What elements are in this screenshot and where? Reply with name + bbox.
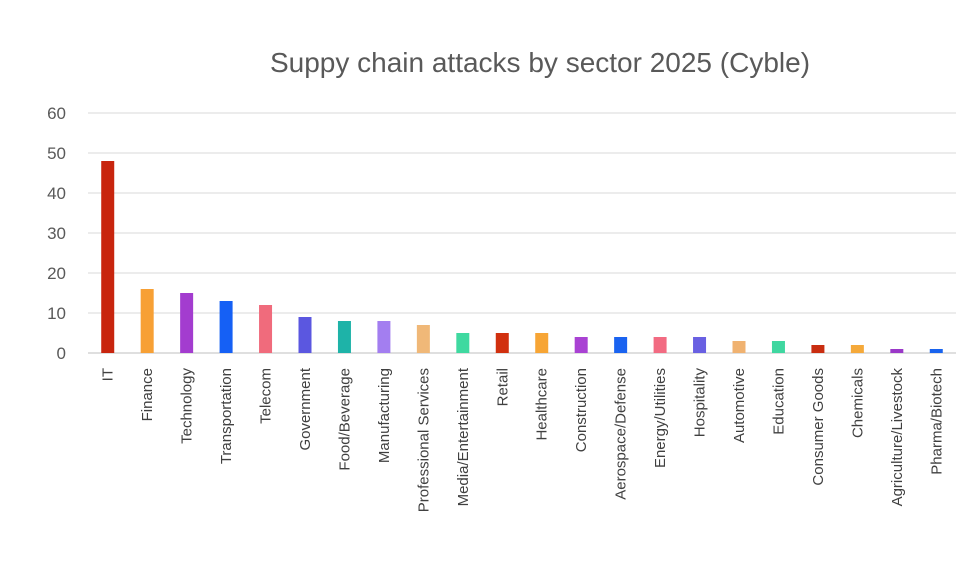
bar bbox=[337, 321, 351, 353]
bar bbox=[416, 325, 430, 353]
bar bbox=[101, 161, 115, 353]
x-category-label: Manufacturing bbox=[376, 368, 393, 463]
x-axis-labels: IT Finance Technology Transportation Telecom… bbox=[100, 367, 946, 512]
bar bbox=[259, 305, 273, 353]
y-axis-ticks: 0 10 20 30 40 50 60 bbox=[47, 104, 66, 363]
x-category-label: Professional Services bbox=[415, 368, 432, 512]
bar bbox=[693, 337, 707, 353]
bar bbox=[811, 345, 825, 353]
x-category-label: Hospitality bbox=[692, 368, 709, 438]
x-category-label: Pharma/Biotech bbox=[928, 368, 945, 475]
y-tick-label: 10 bbox=[47, 304, 66, 323]
y-tick-label: 50 bbox=[47, 144, 66, 163]
x-category-label: Agriculture/Livestock bbox=[889, 368, 906, 507]
x-category-label: Consumer Goods bbox=[810, 368, 827, 486]
y-tick-label: 0 bbox=[57, 344, 66, 363]
chart-title: Suppy chain attacks by sector 2025 (Cybl… bbox=[270, 47, 810, 78]
x-category-label: Construction bbox=[573, 368, 590, 452]
y-tick-label: 40 bbox=[47, 184, 66, 203]
x-category-label: Telecom bbox=[258, 368, 275, 424]
bar bbox=[890, 349, 904, 353]
x-category-label: Automotive bbox=[731, 368, 748, 443]
bar bbox=[456, 333, 470, 353]
bar bbox=[495, 333, 509, 353]
x-category-label: Transportation bbox=[218, 368, 235, 464]
x-category-label: Aerospace/Defense bbox=[613, 368, 630, 500]
bar bbox=[377, 321, 391, 353]
gridlines bbox=[88, 112, 956, 354]
y-tick-label: 30 bbox=[47, 224, 66, 243]
bar bbox=[771, 341, 785, 353]
x-category-label: Food/Beverage bbox=[336, 368, 353, 471]
y-tick-label: 60 bbox=[47, 104, 66, 123]
bar bbox=[219, 301, 233, 353]
x-category-label: Media/Entertainment bbox=[455, 367, 472, 506]
bar bbox=[298, 317, 312, 353]
x-category-label: Energy/Utilities bbox=[652, 368, 669, 468]
x-category-label: Healthcare bbox=[534, 368, 551, 441]
x-category-label: IT bbox=[100, 368, 117, 381]
x-category-label: Chemicals bbox=[849, 368, 866, 438]
bars bbox=[101, 161, 943, 353]
bar bbox=[140, 289, 154, 353]
bar bbox=[614, 337, 628, 353]
x-category-label: Retail bbox=[494, 368, 511, 406]
bar bbox=[574, 337, 588, 353]
bar bbox=[180, 293, 194, 353]
bar bbox=[929, 349, 943, 353]
x-category-label: Education bbox=[770, 368, 787, 435]
x-category-label: Finance bbox=[139, 368, 156, 421]
bar bbox=[653, 337, 667, 353]
x-category-label: Technology bbox=[179, 368, 196, 444]
y-tick-label: 20 bbox=[47, 264, 66, 283]
bar bbox=[535, 333, 549, 353]
bar bbox=[850, 345, 864, 353]
bar bbox=[732, 341, 746, 353]
x-category-label: Government bbox=[297, 367, 314, 450]
